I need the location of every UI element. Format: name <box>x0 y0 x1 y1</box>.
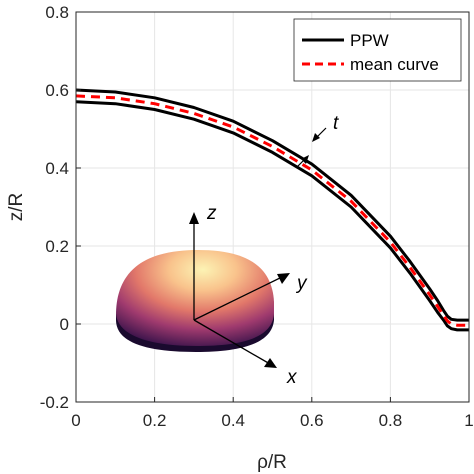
z-arrowhead-icon <box>189 212 199 224</box>
x-tick-label-4: 0.8 <box>379 411 403 430</box>
x-tick-label-5: 1 <box>464 411 473 430</box>
x-tick-label-1: 0.2 <box>143 411 167 430</box>
y-tick-label-0: -0.2 <box>40 393 69 412</box>
legend: PPW mean curve <box>293 18 462 82</box>
inset-dome: z y x <box>116 203 308 388</box>
y-tick-label-5: 0.8 <box>45 3 69 22</box>
legend-box <box>293 18 462 82</box>
dome-shape <box>116 250 274 348</box>
t-arrowhead-upper-icon <box>312 133 320 142</box>
legend-label-mean-curve: mean curve <box>350 55 439 74</box>
x-arrowhead-icon <box>264 358 277 368</box>
x-tick-label-3: 0.6 <box>300 411 324 430</box>
thickness-annotation: t <box>295 113 339 169</box>
t-label: t <box>333 113 339 134</box>
inset-x-label: x <box>286 367 298 388</box>
series-line-2 <box>76 94 469 327</box>
series-line-1 <box>76 100 469 332</box>
x-tick-label-2: 0.4 <box>221 411 245 430</box>
inset-z-label: z <box>206 203 217 224</box>
y-tick-label-4: 0.6 <box>45 81 69 100</box>
axes-box <box>75 11 470 403</box>
inset-y-label: y <box>295 273 308 294</box>
y-axis-arrow <box>193 275 285 321</box>
legend-label-ppw: PPW <box>350 31 389 50</box>
series-group <box>76 88 469 332</box>
y-tick-label-2: 0.2 <box>45 237 69 256</box>
y-tick-label-3: 0.4 <box>45 159 69 178</box>
x-tick-label-0: 0 <box>71 411 80 430</box>
y-tick-label-1: 0 <box>60 315 69 334</box>
ticks: 0 0.2 0.4 0.6 0.8 1-0.200.20.40.60.8 <box>40 3 474 430</box>
series-line-0 <box>76 88 469 322</box>
y-axis-title: z/R <box>6 193 27 222</box>
x-axis-title: ρ/R <box>257 452 287 473</box>
t-arrowhead-lower-icon <box>301 155 309 164</box>
x-axis-arrow <box>193 319 271 365</box>
y-arrowhead-icon <box>277 273 290 284</box>
